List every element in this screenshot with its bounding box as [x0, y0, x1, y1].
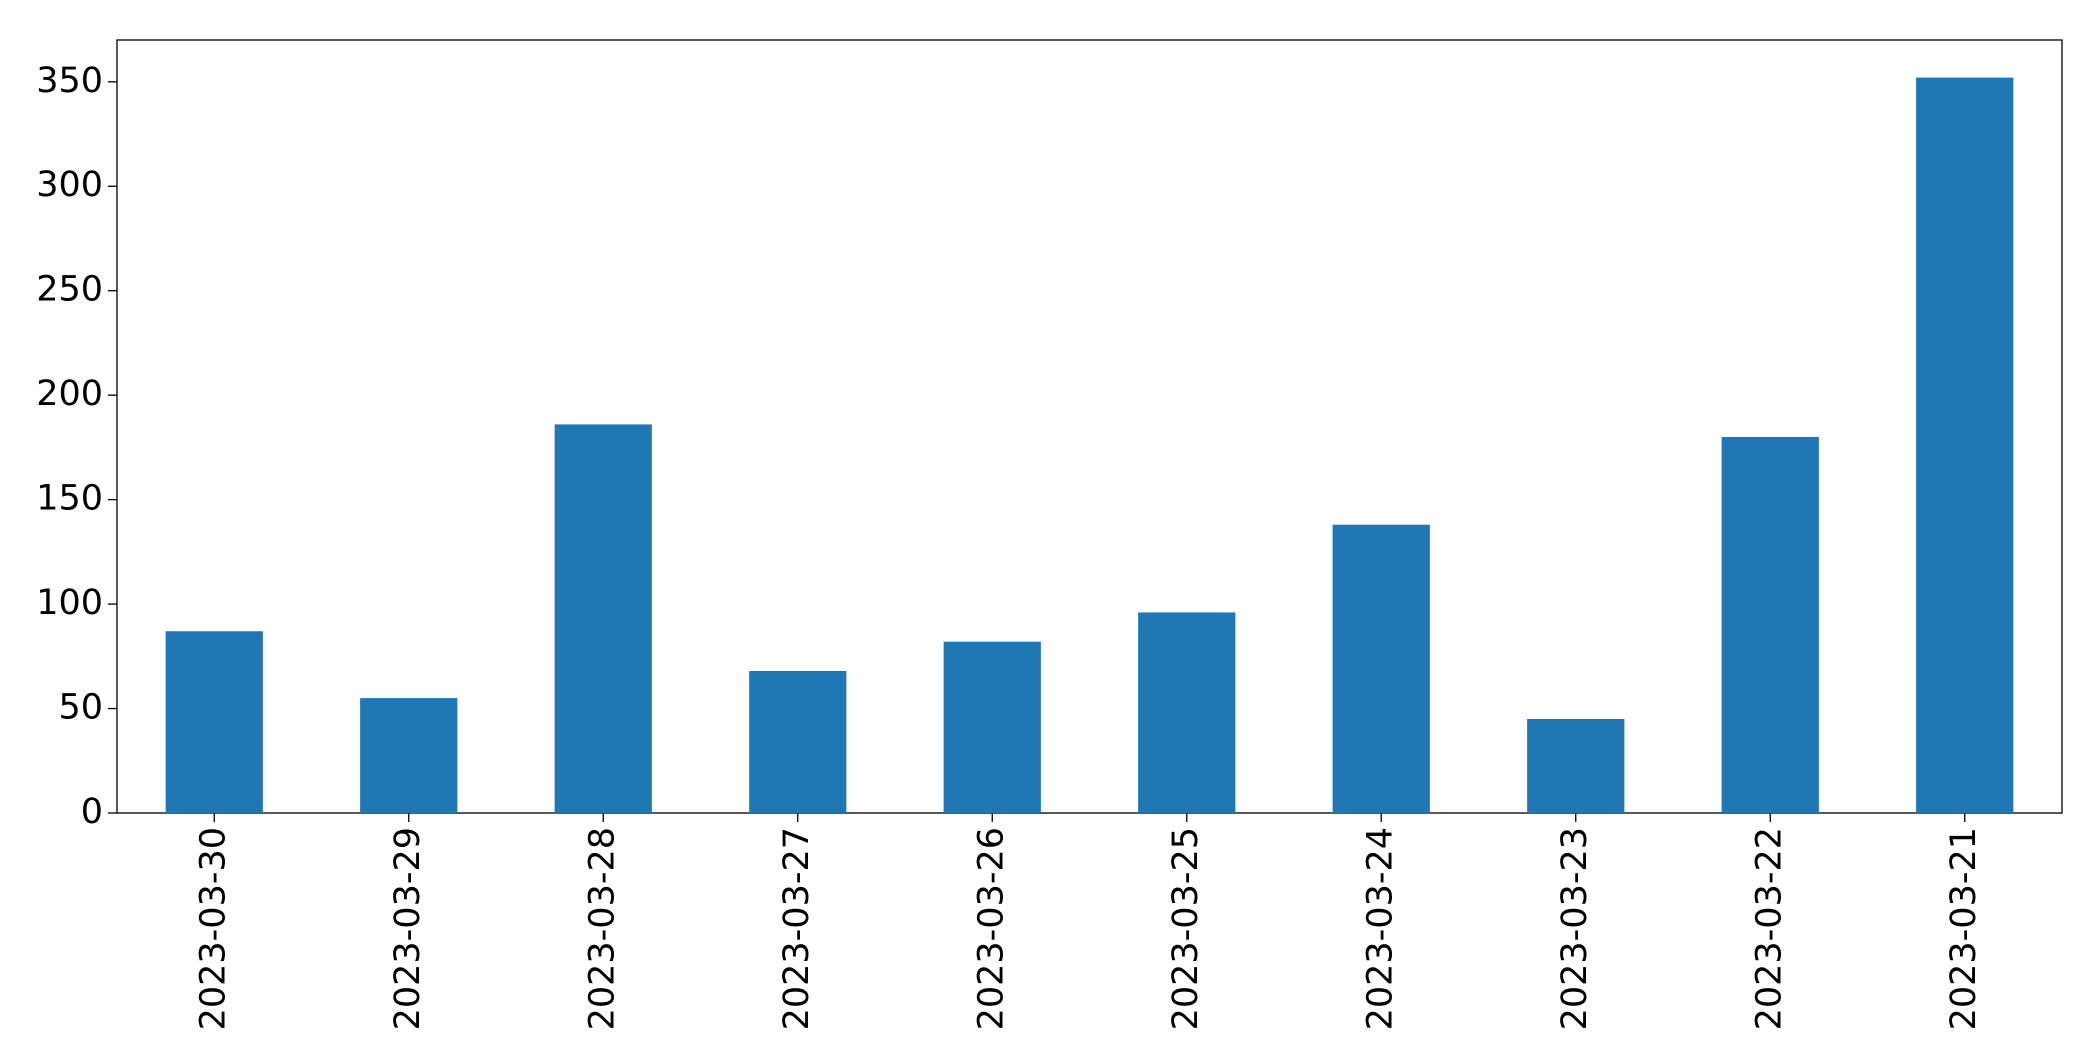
- x-tick-label: 2023-03-28: [582, 827, 622, 1030]
- bar: [1527, 718, 1625, 813]
- y-tick-label: 150: [36, 479, 103, 519]
- bar: [360, 698, 458, 813]
- x-tick-label: 2023-03-30: [193, 827, 233, 1030]
- bar: [1916, 77, 2014, 813]
- x-tick-label: 2023-03-22: [1749, 827, 1789, 1030]
- x-tick-label: 2023-03-26: [971, 827, 1011, 1030]
- plot-frame: [116, 39, 2063, 814]
- x-tick-label: 2023-03-25: [1166, 827, 1206, 1030]
- y-tick-label: 100: [36, 583, 103, 623]
- bar: [1721, 436, 1819, 813]
- x-tick-label: 2023-03-21: [1944, 827, 1984, 1030]
- bar: [165, 631, 263, 813]
- bar: [1138, 612, 1236, 813]
- bar: [554, 424, 652, 813]
- y-tick-label: 0: [81, 792, 103, 832]
- x-tick-label: 2023-03-24: [1360, 827, 1400, 1030]
- y-tick-label: 200: [36, 374, 103, 414]
- y-tick-label: 350: [36, 61, 103, 101]
- bar: [1332, 524, 1430, 813]
- bar: [943, 641, 1041, 813]
- x-tick-label: 2023-03-23: [1555, 827, 1595, 1030]
- y-tick-label: 250: [36, 270, 103, 310]
- bar: [749, 670, 847, 813]
- y-tick-label: 50: [58, 688, 103, 728]
- y-tick-label: 300: [36, 165, 103, 205]
- x-tick-label: 2023-03-29: [388, 827, 428, 1030]
- x-tick-label: 2023-03-27: [777, 827, 817, 1030]
